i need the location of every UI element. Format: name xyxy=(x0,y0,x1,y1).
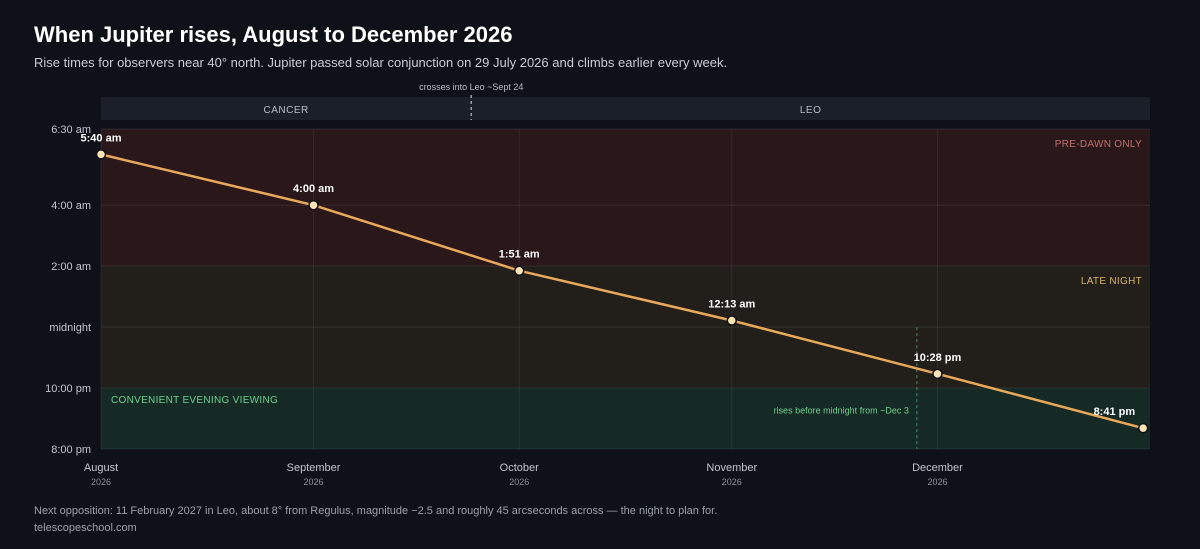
midnight-crossing-label: rises before midnight from ~Dec 3 xyxy=(774,405,909,415)
x-tick-year-1: 2026 xyxy=(304,477,324,487)
data-label-0: 5:40 am xyxy=(81,132,122,144)
constellation-band-1 xyxy=(471,97,1150,120)
band-label-0: PRE-DAWN ONLY xyxy=(1055,139,1142,150)
y-tick-label-1: 4:00 am xyxy=(51,200,91,212)
leo-crossing-label: crosses into Leo ~Sept 24 xyxy=(419,82,523,92)
x-tick-label-1: September xyxy=(287,462,341,474)
data-point-1 xyxy=(308,199,319,211)
footer-note: Next opposition: 11 February 2027 in Leo… xyxy=(34,505,718,517)
band-0 xyxy=(101,129,1150,267)
x-tick-label-2: October xyxy=(500,462,539,474)
band-label-2: CONVENIENT EVENING VIEWING xyxy=(111,395,278,406)
data-point-4 xyxy=(932,368,943,380)
x-tick-year-2: 2026 xyxy=(509,477,529,487)
x-tick-year-0: 2026 xyxy=(91,477,111,487)
bands-layer: PRE-DAWN ONLY LATE NIGHT CONVENIENT EVENIN… xyxy=(101,129,1150,449)
y-tick-label-3: midnight xyxy=(49,322,91,334)
data-label-5: 8:41 pm xyxy=(1094,406,1136,418)
data-point-3 xyxy=(726,315,738,326)
x-tick-label-3: November xyxy=(706,462,757,474)
y-tick-label-2: 2:00 am xyxy=(51,261,91,273)
footer-site: telescopeschool.com xyxy=(34,522,137,534)
annotations-layer: crosses into Leo ~Sept 24 rises before mi… xyxy=(419,82,918,449)
series-layer: 5:40 am 4:00 am 1:51 am 12:13 am 10:28 pm 8:4… xyxy=(81,132,1149,434)
x-tick-label-0: August xyxy=(84,462,118,474)
chart-title: When Jupiter rises, August to December 2… xyxy=(34,22,513,47)
data-point-2 xyxy=(513,265,525,276)
data-label-1: 4:00 am xyxy=(293,183,334,195)
series-line xyxy=(100,153,1144,430)
band-1 xyxy=(101,266,1150,389)
data-label-4: 10:28 pm xyxy=(914,352,962,364)
x-tick-label-4: December xyxy=(912,462,963,474)
grid-layer xyxy=(100,128,1150,450)
constellation-band-0 xyxy=(101,97,472,120)
data-point-5 xyxy=(1137,422,1149,434)
data-label-3: 12:13 am xyxy=(708,298,755,310)
y-tick-label-0: 6:30 am xyxy=(51,124,91,136)
x-tick-year-4: 2026 xyxy=(927,477,947,487)
data-label-2: 1:51 am xyxy=(499,249,540,261)
y-tick-label-5: 8:00 pm xyxy=(51,444,91,456)
constellation-label-1: LEO xyxy=(800,105,822,116)
data-point-0 xyxy=(95,149,107,160)
band-label-1: LATE NIGHT xyxy=(1081,276,1142,287)
band-2 xyxy=(101,388,1150,449)
constellation-label-0: CANCER xyxy=(264,105,309,116)
x-tick-year-3: 2026 xyxy=(722,477,742,487)
y-tick-label-4: 10:00 pm xyxy=(45,383,91,395)
chart-subtitle: Rise times for observers near 40° north.… xyxy=(34,55,728,70)
rise-time-chart: PRE-DAWN ONLY LATE NIGHT CONVENIENT EVENIN… xyxy=(45,82,1150,487)
axis-layer: 6:30 am 4:00 am 2:00 am midnight 10:00 pm 8:0… xyxy=(45,124,963,487)
constellation-strip: CANCER LEO xyxy=(101,97,1150,120)
